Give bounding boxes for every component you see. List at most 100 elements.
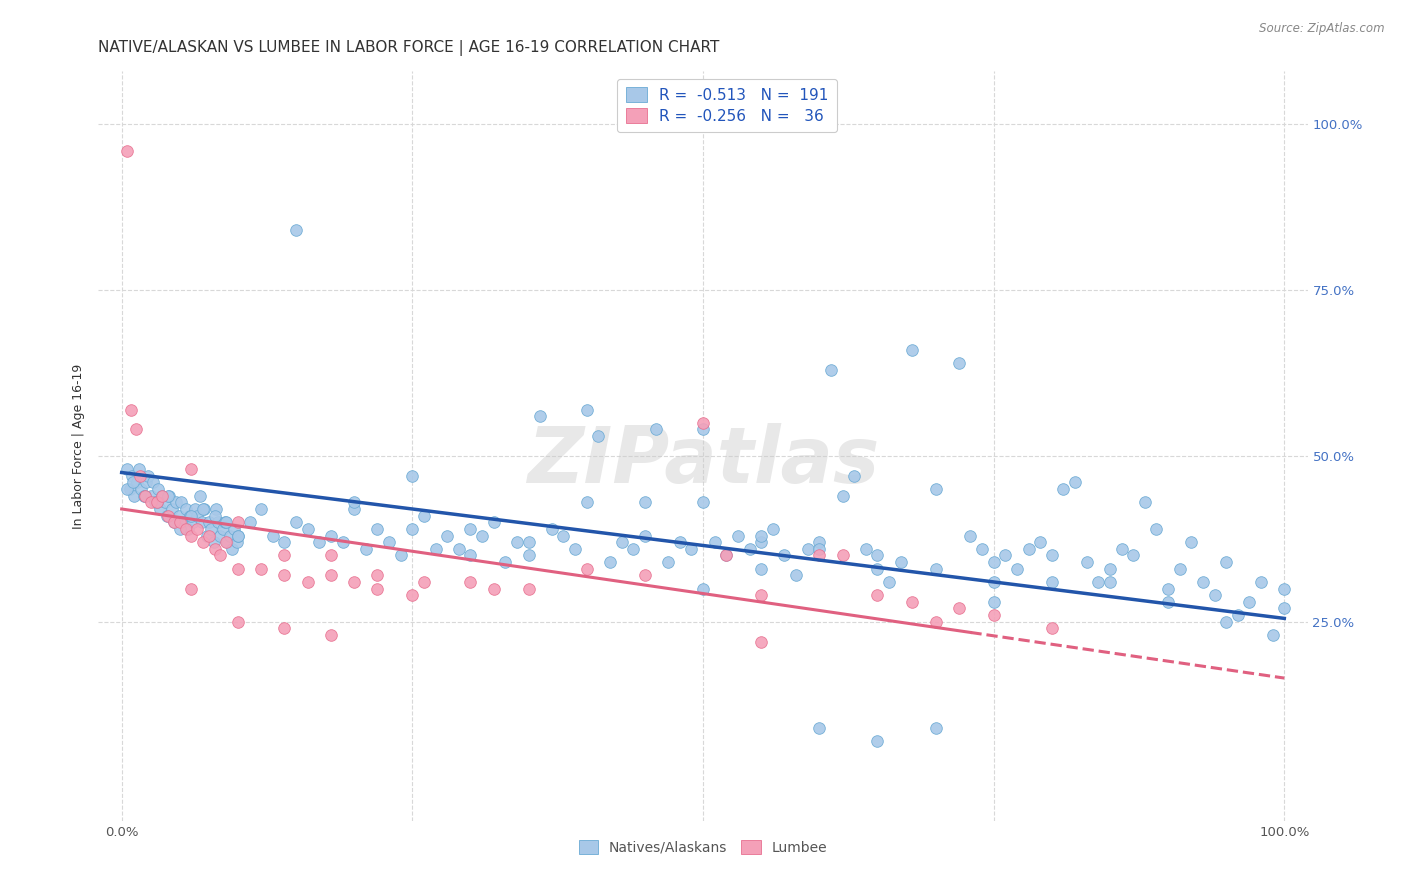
- Point: [1076, 555, 1098, 569]
- Point: [808, 549, 831, 563]
- Point: [188, 489, 211, 503]
- Point: [179, 508, 201, 523]
- Point: [1192, 574, 1215, 589]
- Point: [1204, 588, 1226, 602]
- Point: [749, 562, 772, 576]
- Point: [994, 549, 1017, 563]
- Point: [273, 568, 295, 582]
- Point: [901, 343, 924, 357]
- Point: [401, 588, 423, 602]
- Point: [808, 541, 831, 556]
- Point: [332, 535, 354, 549]
- Point: [645, 422, 668, 436]
- Point: [209, 528, 232, 542]
- Point: [169, 515, 191, 529]
- Point: [494, 555, 516, 569]
- Point: [195, 528, 218, 542]
- Point: [366, 582, 388, 596]
- Point: [471, 528, 494, 542]
- Point: [1168, 562, 1191, 576]
- Point: [425, 541, 447, 556]
- Point: [157, 489, 180, 503]
- Point: [118, 482, 141, 496]
- Point: [343, 574, 366, 589]
- Point: [224, 522, 246, 536]
- Point: [160, 502, 183, 516]
- Point: [1087, 574, 1109, 589]
- Point: [1272, 601, 1295, 615]
- Text: NATIVE/ALASKAN VS LUMBEE IN LABOR FORCE | AGE 16-19 CORRELATION CHART: NATIVE/ALASKAN VS LUMBEE IN LABOR FORCE …: [98, 40, 720, 56]
- Point: [145, 495, 167, 509]
- Point: [273, 621, 295, 635]
- Point: [134, 489, 156, 503]
- Point: [808, 721, 831, 735]
- Point: [378, 535, 401, 549]
- Point: [668, 535, 690, 549]
- Point: [211, 522, 233, 536]
- Point: [959, 528, 981, 542]
- Point: [634, 495, 657, 509]
- Point: [413, 574, 436, 589]
- Point: [180, 508, 202, 523]
- Point: [436, 528, 458, 542]
- Point: [250, 502, 273, 516]
- Point: [1111, 541, 1133, 556]
- Point: [129, 468, 152, 483]
- Point: [575, 562, 598, 576]
- Point: [389, 549, 412, 563]
- Point: [657, 555, 679, 569]
- Point: [716, 549, 738, 563]
- Point: [262, 528, 284, 542]
- Point: [135, 475, 157, 490]
- Point: [121, 468, 143, 483]
- Point: [1098, 574, 1121, 589]
- Point: [226, 515, 249, 529]
- Point: [319, 628, 342, 642]
- Point: [924, 562, 946, 576]
- Point: [163, 515, 186, 529]
- Point: [215, 515, 238, 529]
- Point: [866, 549, 889, 563]
- Point: [901, 595, 924, 609]
- Point: [186, 522, 208, 536]
- Point: [128, 462, 150, 476]
- Point: [202, 535, 225, 549]
- Point: [163, 515, 186, 529]
- Point: [460, 549, 482, 563]
- Point: [180, 582, 202, 596]
- Point: [226, 562, 249, 576]
- Point: [174, 522, 197, 536]
- Point: [120, 402, 142, 417]
- Point: [132, 489, 155, 503]
- Point: [785, 568, 807, 582]
- Point: [149, 502, 172, 516]
- Point: [319, 528, 342, 542]
- Point: [366, 568, 388, 582]
- Point: [621, 541, 644, 556]
- Point: [738, 541, 761, 556]
- Point: [343, 502, 366, 516]
- Point: [225, 535, 247, 549]
- Point: [1250, 574, 1272, 589]
- Point: [1261, 628, 1284, 642]
- Point: [145, 495, 167, 509]
- Point: [1157, 595, 1180, 609]
- Point: [198, 515, 221, 529]
- Point: [517, 582, 540, 596]
- Point: [180, 462, 202, 476]
- Point: [1040, 574, 1063, 589]
- Point: [125, 475, 148, 490]
- Point: [1133, 495, 1156, 509]
- Point: [681, 541, 703, 556]
- Point: [1040, 621, 1063, 635]
- Point: [1272, 582, 1295, 596]
- Point: [808, 535, 831, 549]
- Point: [191, 515, 214, 529]
- Point: [343, 495, 366, 509]
- Point: [506, 535, 529, 549]
- Point: [749, 634, 772, 648]
- Point: [204, 541, 226, 556]
- Point: [517, 535, 540, 549]
- Point: [297, 574, 319, 589]
- Point: [517, 549, 540, 563]
